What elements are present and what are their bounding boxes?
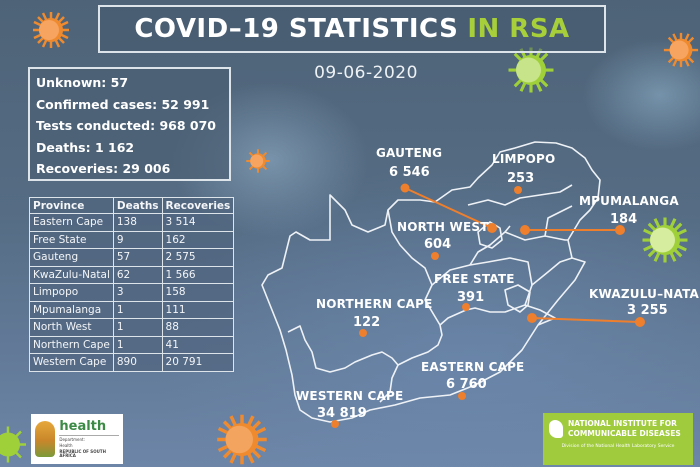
table-row: Northern Cape 1 41 [29,335,235,354]
table-row: North West 1 88 [29,318,235,337]
cell-recoveries: 41 [161,335,235,354]
summary-unknown: Unknown: 57 [36,75,129,90]
summary-confirmed: Confirmed cases: 52 991 [36,96,210,112]
health-department-logo: health Department: Health REPUBLIC OF SO… [31,414,123,464]
border-northern-eastern-cape [397,309,467,366]
label-free-state: FREE STATE [434,272,515,286]
marker-kzn-map [527,313,537,323]
province-table: Province Deaths Recoveries Eastern Cape 1… [29,197,235,372]
value-north-west: 604 [424,237,452,252]
value-western-cape: 34 819 [317,406,367,421]
cell-province: Free State [29,230,114,249]
marker-mpumalanga-map [520,225,530,235]
marker-gauteng [487,223,497,233]
table-row: KwaZulu-Natal 62 1 566 [29,265,235,284]
value-gauteng: 6 546 [389,165,430,180]
summary-deaths: Deaths: 1 162 [36,139,135,155]
cell-province: Limpopo [29,283,114,302]
column-header-deaths: Deaths [112,197,163,214]
cell-province: Western Cape [29,353,114,372]
virus-icon-green-right [642,217,688,263]
marker-northern-cape [359,329,367,337]
virus-icon-orange-topleft [33,12,69,48]
value-free-state: 391 [457,290,485,305]
label-limpopo: LIMPOPO [492,152,556,166]
cell-province: Northern Cape [29,335,114,354]
summary-tests: Tests conducted: 968 070 [36,118,216,133]
nicd-logo-line1: NATIONAL INSTITUTE FOR [568,419,677,428]
marker-kzn-label [635,317,645,327]
label-western-cape: WESTERN CAPE [296,389,404,403]
nicd-logo-line2: COMMUNICABLE DISEASES [568,429,681,438]
border-western-cape [287,325,399,403]
value-northern-cape: 122 [353,315,381,330]
border-free-state [424,257,533,326]
nicd-logo: NATIONAL INSTITUTE FOR COMMUNICABLE DISE… [543,413,693,465]
virus-icon-green-top [508,47,554,93]
health-logo-line1: Department: [59,437,85,442]
border-north-west [387,209,511,286]
value-kwazulu-natal: 3 255 [627,303,668,318]
label-north-west: NORTH WEST [397,220,489,234]
nicd-logo-line3: Division of the National Health Laborato… [561,444,675,449]
marker-free-state [462,303,470,311]
column-header-province: Province [29,197,114,214]
virus-icon-orange-topright [663,32,699,68]
border-gauteng [477,221,503,249]
table-row: Limpopo 3 158 [29,283,235,302]
value-limpopo: 253 [507,171,535,186]
cell-province: Eastern Cape [29,213,114,232]
label-gauteng: GAUTENG [376,146,443,160]
marker-eastern-cape [458,392,466,400]
table-row: Western Cape 890 20 791 [29,353,235,372]
virus-icon-green-bottomleft [0,426,26,463]
africa-icon [549,420,563,438]
coat-of-arms-icon [35,421,56,457]
health-logo-line2: Health [59,443,73,448]
health-logo-line3: REPUBLIC OF SOUTH AFRICA [59,449,106,458]
border-lesotho [504,284,531,313]
cell-recoveries: 20 791 [161,353,235,372]
table-row: Gauteng 57 2 575 [29,248,235,267]
cell-deaths: 138 [112,213,163,232]
border-kzn [524,257,573,326]
marker-north-west [431,252,439,260]
country-outline [261,141,601,423]
cell-deaths: 57 [112,248,163,267]
label-mpumalanga: MPUMALANGA [579,194,679,208]
report-date: 09-06-2020 [314,63,418,83]
marker-western-cape [331,420,339,428]
virus-icon-orange-small [246,149,270,173]
page-title: COVID–19 STATISTICS IN RSA [98,5,606,53]
column-header-recoveries: Recoveries [161,197,235,214]
label-northern-cape: NORTHERN CAPE [316,297,433,311]
cell-province: KwaZulu-Natal [29,265,114,284]
value-eastern-cape: 6 760 [446,377,487,392]
leader-line-gauteng [404,187,493,229]
summary-recoveries: Recoveries: 29 006 [36,161,171,176]
border-limpopo-mpumalanga [467,184,573,241]
cell-recoveries: 162 [161,230,235,249]
marker-gauteng-label [400,183,410,193]
leader-line-kzn [531,317,641,323]
cell-deaths: 62 [112,265,163,284]
marker-limpopo [514,186,522,194]
table-header-row: Province Deaths Recoveries [29,197,235,214]
label-eastern-cape: EASTERN CAPE [421,360,525,374]
summary-panel: Unknown: 57 Confirmed cases: 52 991 Test… [28,67,231,181]
marker-mpumalanga-label [615,225,625,235]
title-highlight: IN RSA [467,14,570,44]
label-kwazulu-natal: KWAZULU–NATAL [589,287,700,301]
health-logo-title: health [59,419,107,434]
value-mpumalanga: 184 [610,212,638,227]
virus-icon-orange-bottom [217,414,267,465]
title-main: COVID–19 STATISTICS [134,14,459,44]
table-row: Free State 9 162 [29,230,235,249]
health-logo-divider [59,435,119,436]
